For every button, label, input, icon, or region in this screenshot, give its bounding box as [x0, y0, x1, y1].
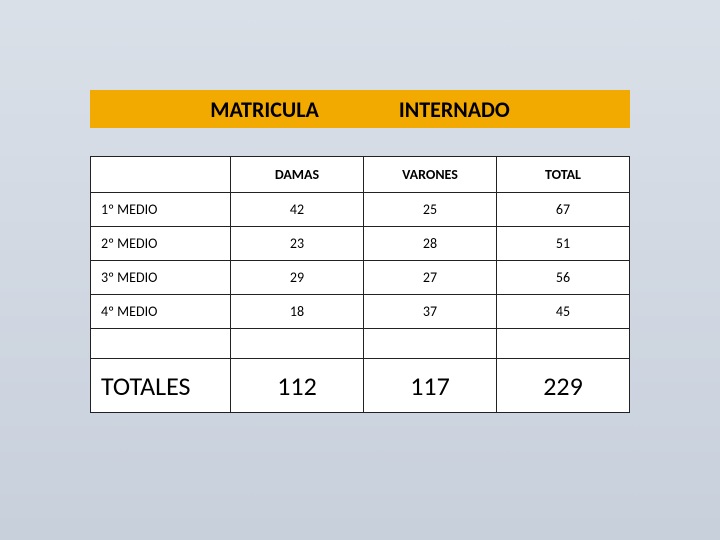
cell-varones: 28 [364, 227, 497, 261]
cell-total: 56 [497, 261, 630, 295]
row-label: 4º MEDIO [91, 295, 231, 329]
totals-label: TOTALES [91, 359, 231, 413]
cell-varones: 27 [364, 261, 497, 295]
cell-total: 51 [497, 227, 630, 261]
totals-damas: 112 [231, 359, 364, 413]
table-row: 2º MEDIO 23 28 51 [91, 227, 630, 261]
title-left: MATRICULA [210, 96, 319, 123]
header-total: TOTAL [497, 157, 630, 193]
cell-damas: 42 [231, 193, 364, 227]
cell-varones: 37 [364, 295, 497, 329]
totals-varones: 117 [364, 359, 497, 413]
spacer-cell [91, 329, 231, 359]
header-blank [91, 157, 231, 193]
totals-row: TOTALES 112 117 229 [91, 359, 630, 413]
cell-varones: 25 [364, 193, 497, 227]
spacer-row [91, 329, 630, 359]
table-header-row: DAMAS VARONES TOTAL [91, 157, 630, 193]
header-varones: VARONES [364, 157, 497, 193]
cell-damas: 23 [231, 227, 364, 261]
totals-total: 229 [497, 359, 630, 413]
spacer-cell [231, 329, 364, 359]
table-row: 3º MEDIO 29 27 56 [91, 261, 630, 295]
cell-damas: 18 [231, 295, 364, 329]
cell-damas: 29 [231, 261, 364, 295]
row-label: 1º MEDIO [91, 193, 231, 227]
header-damas: DAMAS [231, 157, 364, 193]
cell-total: 45 [497, 295, 630, 329]
table-row: 4º MEDIO 18 37 45 [91, 295, 630, 329]
spacer-cell [364, 329, 497, 359]
row-label: 2º MEDIO [91, 227, 231, 261]
row-label: 3º MEDIO [91, 261, 231, 295]
title-right: INTERNADO [399, 96, 510, 123]
table-row: 1º MEDIO 42 25 67 [91, 193, 630, 227]
cell-total: 67 [497, 193, 630, 227]
title-bar: MATRICULA INTERNADO [90, 90, 630, 128]
enrollment-table: DAMAS VARONES TOTAL 1º MEDIO 42 25 67 2º… [90, 156, 630, 413]
spacer-cell [497, 329, 630, 359]
